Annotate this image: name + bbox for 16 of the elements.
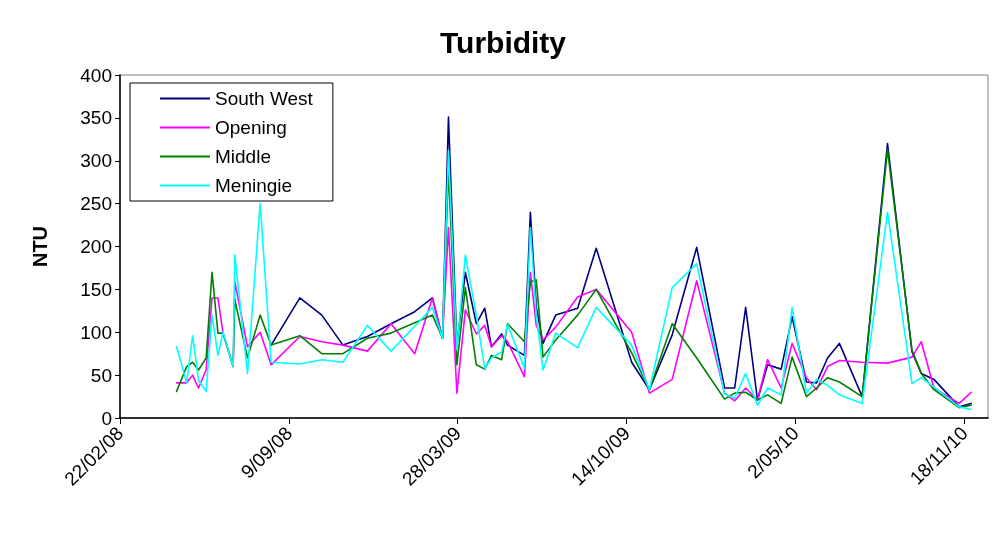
y-tick-label: 150 bbox=[80, 278, 112, 300]
y-tick-label: 400 bbox=[80, 64, 112, 86]
y-tick-label: 350 bbox=[80, 107, 112, 129]
y-tick-label: 100 bbox=[80, 321, 112, 343]
chart-title: Turbidity bbox=[439, 25, 567, 59]
y-tick-label: 200 bbox=[80, 236, 112, 257]
y-axis-title: NTU bbox=[29, 225, 51, 268]
y-tick-label: 50 bbox=[90, 364, 112, 386]
y-tick-label: 0 bbox=[101, 407, 112, 429]
line-series bbox=[175, 226, 972, 405]
legend-label: Opening bbox=[215, 117, 287, 138]
y-tick-label: 300 bbox=[80, 150, 112, 172]
legend-label: Meningie bbox=[215, 175, 293, 196]
legend-label: Middle bbox=[215, 146, 271, 167]
y-tick-label: 250 bbox=[80, 193, 112, 215]
legend-label: South West bbox=[215, 88, 314, 109]
